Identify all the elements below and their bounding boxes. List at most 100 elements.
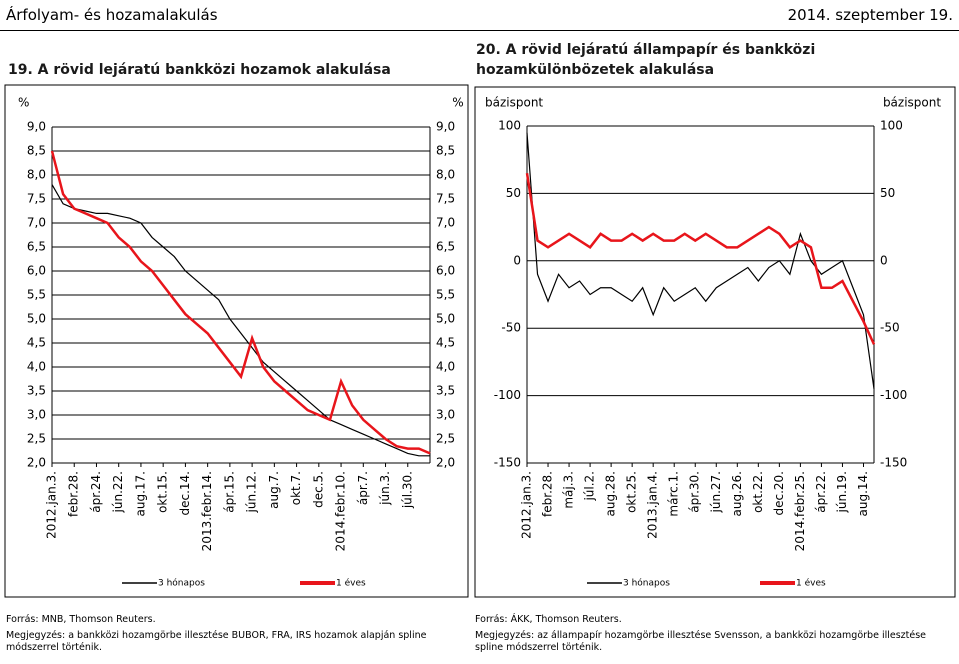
x-tick-label: jún.12.	[245, 471, 259, 513]
y-axis-label: %	[18, 96, 29, 110]
x-tick-label: 2012.jan.3.	[45, 471, 59, 539]
legend-label: 3 hónapos	[623, 578, 670, 589]
x-tick-label: aug.28.	[604, 471, 618, 516]
y-tick-label: 6,0	[27, 264, 46, 278]
chart-frame	[474, 86, 956, 598]
x-tick-label: aug.17.	[133, 471, 147, 516]
chart-title: 20. A rövid lejáratú állampapír és bankk…	[476, 42, 816, 78]
x-tick-label: máj.3.	[562, 471, 576, 509]
y2-tick-label: 3,5	[436, 384, 455, 398]
y-tick-label: 50	[506, 186, 521, 200]
y2-tick-label: 50	[880, 186, 895, 200]
x-tick-label: okt.22.	[751, 471, 765, 513]
x-tick-label: jún.27.	[709, 471, 723, 513]
y2-tick-label: 0	[880, 253, 888, 267]
y2-tick-label: 5,0	[436, 312, 455, 326]
y-tick-label: 8,0	[27, 168, 46, 182]
header-rule	[0, 30, 959, 31]
y2-tick-label: 4,0	[436, 360, 455, 374]
y-tick-label: 4,5	[27, 336, 46, 350]
y-tick-label: 8,5	[27, 144, 46, 158]
y-tick-label: 2,5	[27, 432, 46, 446]
header-title: Árfolyam- és hozamalakulás	[6, 6, 218, 24]
x-tick-label: okt.25.	[625, 471, 639, 513]
y-tick-label: 7,0	[27, 216, 46, 230]
y2-tick-label: -150	[880, 456, 907, 470]
x-tick-label: aug.26.	[730, 471, 744, 516]
y2-tick-label: 2,0	[436, 456, 455, 470]
legend-label: 1 éves	[796, 578, 826, 589]
chart-title: 19. A rövid lejáratú bankközi hozamok al…	[8, 62, 391, 78]
y-tick-label: 2,0	[27, 456, 46, 470]
x-tick-label: júl.30.	[400, 471, 414, 509]
y2-axis-label: %	[452, 96, 463, 110]
y2-tick-label: 8,5	[436, 144, 455, 158]
source: Forrás: ÁKK, Thomson Reuters.	[475, 614, 622, 625]
y2-tick-label: 2,5	[436, 432, 455, 446]
x-tick-label: dec.5.	[311, 471, 325, 508]
x-tick-label: ápr.24.	[89, 471, 103, 513]
x-tick-label: aug.7.	[267, 471, 281, 509]
x-tick-label: ápr.15.	[222, 471, 236, 513]
y2-tick-label: 9,0	[436, 120, 455, 134]
x-tick-label: febr.28.	[541, 471, 555, 517]
header-date: 2014. szeptember 19.	[787, 6, 953, 24]
x-tick-label: 2014.febr.25.	[793, 471, 807, 551]
y2-axis-label: bázispont	[883, 96, 941, 110]
legend-label: 3 hónapos	[158, 578, 205, 589]
x-tick-label: júl.2.	[583, 471, 597, 502]
legend-label: 1 éves	[336, 578, 366, 589]
y-tick-label: 5,5	[27, 288, 46, 302]
y2-tick-label: 6,0	[436, 264, 455, 278]
x-tick-label: jún.22.	[111, 471, 125, 513]
x-tick-label: jún.19.	[835, 471, 849, 513]
chart-frame	[4, 84, 469, 598]
source: Forrás: MNB, Thomson Reuters.	[6, 614, 156, 625]
series-line	[525, 172, 876, 345]
y-tick-label: 100	[498, 119, 521, 133]
series-line	[50, 150, 431, 455]
y-tick-label: 7,5	[27, 192, 46, 206]
x-tick-label: ápr.22.	[814, 471, 828, 513]
y-tick-label: 3,5	[27, 384, 46, 398]
y-tick-label: -50	[501, 321, 521, 335]
y2-tick-label: 5,5	[436, 288, 455, 302]
x-tick-label: márc.1.	[667, 471, 681, 517]
x-tick-label: aug.14.	[856, 471, 870, 516]
y2-tick-label: 3,0	[436, 408, 455, 422]
x-tick-label: ápr.7.	[356, 471, 370, 505]
y-tick-label: 5,0	[27, 312, 46, 326]
y-tick-label: 6,5	[27, 240, 46, 254]
x-tick-label: ápr.30.	[688, 471, 702, 513]
y-axis-label: bázispont	[485, 96, 543, 110]
y2-tick-label: 7,0	[436, 216, 455, 230]
y-tick-label: 4,0	[27, 360, 46, 374]
note: Megjegyzés: a bankközi hozamgörbe illesz…	[6, 630, 427, 653]
x-tick-label: febr.28.	[67, 471, 81, 517]
x-tick-label: 2013.febr.14.	[200, 471, 214, 551]
y-tick-label: 3,0	[27, 408, 46, 422]
x-tick-label: jún.3.	[378, 471, 392, 506]
y2-tick-label: 4,5	[436, 336, 455, 350]
x-tick-label: dec.14.	[178, 471, 192, 516]
x-tick-label: okt.15.	[156, 471, 170, 513]
y2-tick-label: -50	[880, 321, 900, 335]
y2-tick-label: 7,5	[436, 192, 455, 206]
x-tick-label: okt.7.	[289, 471, 303, 505]
y2-tick-label: 100	[880, 119, 903, 133]
y-tick-label: -100	[494, 388, 521, 402]
y2-tick-label: 6,5	[436, 240, 455, 254]
x-tick-label: 2013.jan.4.	[646, 471, 660, 539]
note: Megjegyzés: az állampapír hozamgörbe ill…	[475, 630, 927, 653]
y2-tick-label: -100	[880, 388, 907, 402]
y-tick-label: -150	[494, 456, 521, 470]
x-tick-label: 2014.febr.10.	[334, 471, 348, 551]
x-tick-label: dec.20.	[772, 471, 786, 516]
series-line	[51, 184, 430, 457]
x-tick-label: 2012.jan.3.	[520, 471, 534, 539]
y-tick-label: 0	[513, 253, 521, 267]
y-tick-label: 9,0	[27, 120, 46, 134]
y2-tick-label: 8,0	[436, 168, 455, 182]
